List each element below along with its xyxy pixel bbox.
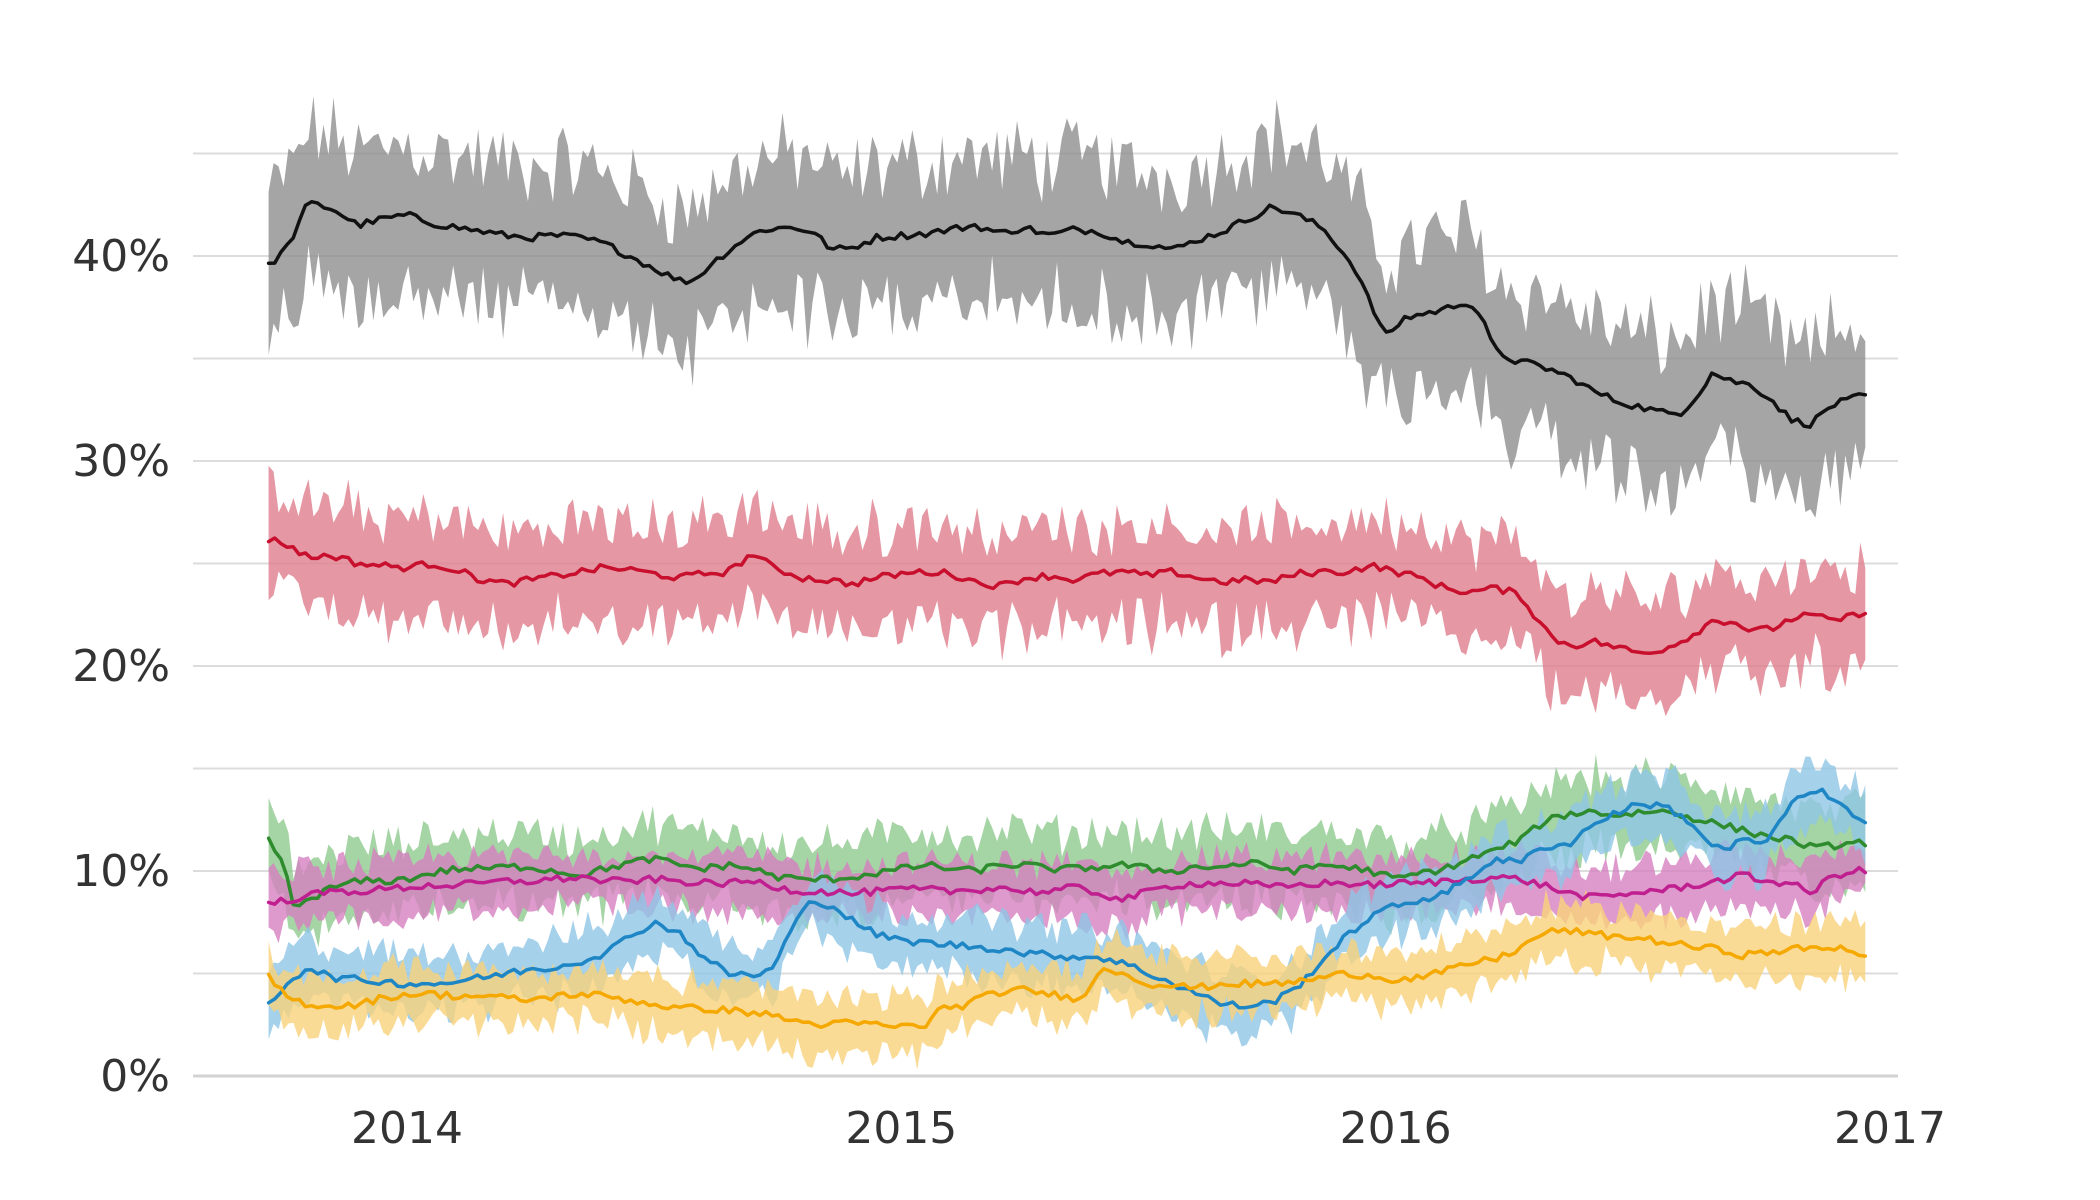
- series-0-band: [268, 96, 1866, 518]
- y-tick-label: 10%: [72, 846, 170, 897]
- series-lines: [266, 199, 1868, 1030]
- y-tick-label: 0%: [100, 1051, 170, 1102]
- x-tick-label: 2016: [1340, 1103, 1452, 1154]
- x-tick-label: 2014: [351, 1103, 463, 1154]
- y-axis-tick-labels: 0% 10% 20% 30% 40%: [72, 231, 170, 1102]
- series-1-band: [268, 465, 1866, 717]
- y-tick-label: 40%: [72, 231, 170, 282]
- y-tick-label: 30%: [72, 436, 170, 487]
- series-5-band: [268, 888, 1866, 1070]
- x-tick-label: 2017: [1834, 1103, 1946, 1154]
- x-axis-tick-labels: 2014 2015 2016 2017: [351, 1103, 1946, 1154]
- series-2-line: [266, 808, 1868, 908]
- uncertainty-bands: [268, 96, 1866, 1070]
- x-tick-label: 2015: [845, 1103, 957, 1154]
- y-tick-label: 20%: [72, 641, 170, 692]
- series-4-line: [266, 787, 1868, 1010]
- series-1-line: [266, 536, 1868, 655]
- series-3-line: [266, 865, 1868, 906]
- series-5-line: [266, 926, 1868, 1030]
- series-0-line: [266, 199, 1868, 429]
